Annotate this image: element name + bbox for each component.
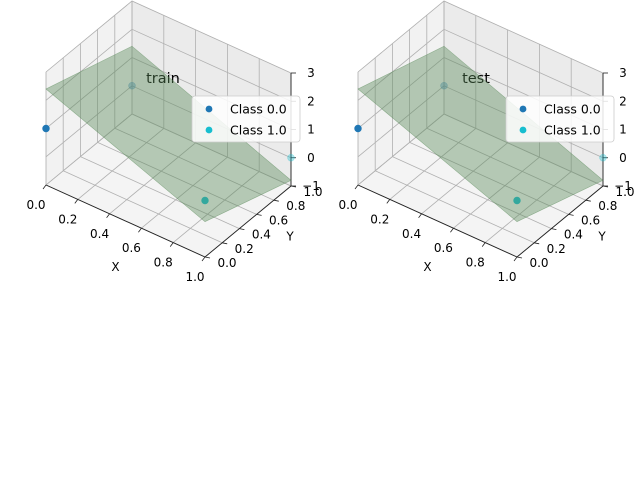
grid-line-z: [357, 113, 604, 187]
data-point: [599, 154, 607, 162]
z-tick-label: 0: [307, 151, 315, 165]
data-point: [128, 82, 136, 90]
x-tick: [42, 184, 47, 190]
y-tick: [534, 242, 540, 245]
y-axis-label: Y: [597, 230, 606, 244]
y-tick-label: 0.2: [235, 242, 254, 256]
z-tick-label: 0: [619, 151, 627, 165]
x-tick: [201, 256, 206, 262]
y-tick-label: 0.4: [252, 228, 271, 242]
y-tick: [551, 228, 557, 230]
grid-line-z: [357, 0, 604, 74]
y-tick: [585, 199, 591, 202]
x-tick-label: 0.8: [154, 256, 173, 270]
data-point: [440, 82, 448, 90]
data-point: [201, 196, 209, 205]
legend-marker: [205, 105, 213, 113]
x-tick-label: 1.0: [497, 270, 516, 284]
legend-label: Class 0.0: [230, 102, 287, 117]
subplot-title: test: [462, 71, 490, 87]
x-tick-label: 0.0: [338, 198, 357, 212]
x-tick: [138, 227, 142, 233]
grid-line-z: [357, 28, 604, 102]
data-point: [42, 124, 50, 133]
y-axis-line: [516, 185, 604, 258]
legend: Class 0.0 Class 1.0: [191, 95, 301, 143]
y-tick-label: 0.8: [286, 199, 305, 213]
y-tick-label: 0.8: [598, 199, 617, 213]
y-tick: [516, 256, 523, 259]
y-tick-label: 1.0: [303, 185, 322, 199]
x-axis-label: X: [423, 260, 431, 274]
x-tick: [74, 199, 79, 204]
y-tick-label: 0.6: [269, 213, 288, 227]
z-tick-label: 2: [619, 94, 627, 108]
x-tick: [169, 242, 174, 247]
y-tick: [273, 199, 279, 202]
legend-label: Class 1.0: [230, 123, 287, 138]
x-tick-label: 0.0: [26, 198, 45, 212]
y-tick: [256, 214, 262, 216]
subplot-title: train: [146, 71, 180, 87]
legend-box: [191, 95, 301, 143]
y-tick: [222, 242, 228, 245]
x-tick-label: 1.0: [185, 270, 204, 284]
x-tick-label: 0.6: [434, 241, 453, 255]
x-tick-label: 0.2: [370, 212, 389, 226]
x-tick: [450, 227, 454, 233]
y-tick-label: 0.4: [564, 228, 583, 242]
legend: Class 0.0 Class 1.0: [505, 95, 615, 143]
x-axis-line: [357, 184, 518, 258]
y-tick-label: 0.0: [217, 256, 236, 270]
y-tick: [568, 214, 574, 216]
subplot-2: 0.00.20.40.60.81.00.00.20.40.60.81.0−101…: [338, 0, 635, 284]
x-tick-label: 0.8: [466, 256, 485, 270]
grid-line-z: [45, 113, 292, 187]
y-tick: [204, 256, 211, 259]
x-tick-label: 0.4: [90, 227, 109, 241]
legend-label: Class 0.0: [544, 102, 601, 117]
x-tick-label: 0.4: [402, 227, 421, 241]
x-tick: [481, 242, 486, 247]
x-tick-label: 0.6: [122, 241, 141, 255]
subplot-1: 0.00.20.40.60.81.00.00.20.40.60.81.0−101…: [26, 0, 323, 284]
decision-surface: [357, 45, 604, 223]
y-axis-label: Y: [285, 230, 294, 244]
z-tick-label: 3: [307, 66, 315, 80]
z-tick-label: 2: [307, 94, 315, 108]
data-point: [513, 196, 521, 205]
x-tick-label: 0.2: [58, 212, 77, 226]
z-tick-label: 1: [619, 123, 627, 137]
x-tick: [513, 256, 518, 262]
z-tick-label: 1: [307, 123, 315, 137]
x-tick: [418, 213, 422, 219]
decision-surface: [45, 45, 292, 223]
x-tick: [354, 184, 359, 190]
legend-marker: [519, 126, 527, 134]
x-tick: [106, 213, 110, 219]
z-tick-label: −1: [302, 179, 320, 193]
legend-box: [505, 95, 615, 143]
y-axis-line: [204, 185, 292, 258]
y-tick-label: 0.2: [547, 242, 566, 256]
x-tick: [386, 199, 391, 204]
y-tick-label: 0.6: [581, 213, 600, 227]
data-point: [287, 154, 295, 162]
y-tick-label: 0.0: [529, 256, 548, 270]
x-axis-label: X: [111, 260, 119, 274]
data-point: [354, 124, 362, 133]
legend-marker: [519, 105, 527, 113]
y-tick: [239, 228, 245, 230]
legend-label: Class 1.0: [544, 123, 601, 138]
x-axis-line: [45, 184, 206, 258]
z-tick-label: −1: [614, 179, 632, 193]
legend-marker: [205, 126, 213, 134]
z-tick-label: 3: [619, 66, 627, 80]
grid-line-z: [45, 28, 292, 102]
y-tick-label: 1.0: [615, 185, 634, 199]
grid-line-z: [45, 0, 292, 74]
